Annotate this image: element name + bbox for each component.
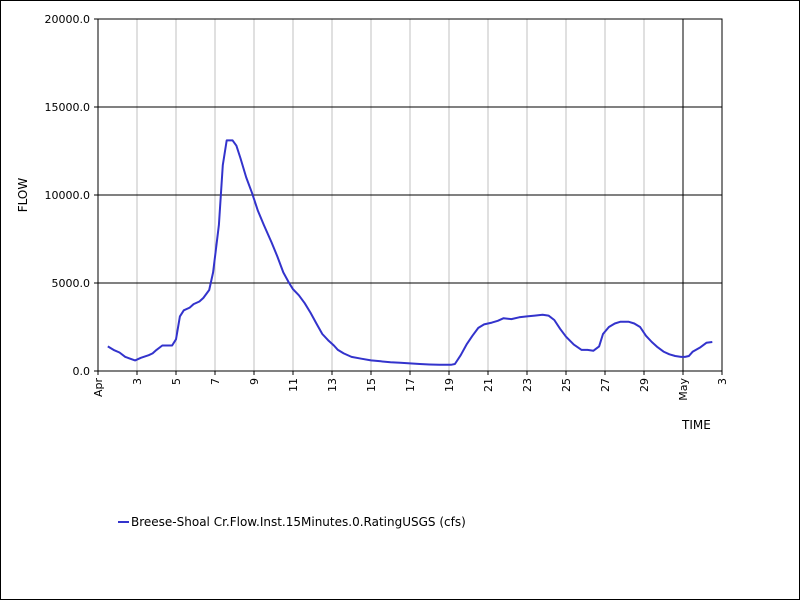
x-tick-label: 27 bbox=[599, 378, 612, 392]
x-tick-label: Apr bbox=[92, 378, 105, 398]
y-tick-label: 0.0 bbox=[73, 365, 91, 378]
x-tick-label: 5 bbox=[170, 378, 183, 385]
y-tick-label: 5000.0 bbox=[52, 277, 91, 290]
x-tick-label: 15 bbox=[365, 378, 378, 392]
x-tick-label: 9 bbox=[248, 378, 261, 385]
y-tick-label: 20000.0 bbox=[45, 13, 91, 26]
x-tick-label: 13 bbox=[326, 378, 339, 392]
x-tick-label: 3 bbox=[716, 378, 729, 385]
x-axis-ticks: Apr 3 5 7 9 11 13 15 17 19 21 23 25 27 29 May 3 bbox=[92, 371, 729, 401]
x-tick-label: 23 bbox=[521, 378, 534, 392]
x-axis-title: TIME bbox=[681, 418, 711, 432]
series-layer bbox=[107, 139, 713, 366]
grid-layer bbox=[98, 19, 722, 371]
y-axis-title: FLOW bbox=[16, 178, 30, 213]
legend-label: Breese-Shoal Cr.Flow.Inst.15Minutes.0.Ra… bbox=[131, 515, 466, 529]
y-tick-label: 10000.0 bbox=[45, 189, 91, 202]
x-tick-label: 3 bbox=[131, 378, 144, 385]
y-tick-label: 15000.0 bbox=[45, 101, 91, 114]
x-tick-label: 7 bbox=[209, 378, 222, 385]
legend: Breese-Shoal Cr.Flow.Inst.15Minutes.0.Ra… bbox=[118, 515, 466, 529]
x-tick-label: 17 bbox=[404, 378, 417, 392]
x-tick-label: 21 bbox=[482, 378, 495, 392]
x-tick-label: 25 bbox=[560, 378, 573, 392]
y-axis-ticks: 0.0 5000.0 10000.0 15000.0 20000.0 bbox=[45, 13, 98, 378]
x-tick-label: 29 bbox=[638, 378, 651, 392]
x-tick-label: 11 bbox=[287, 378, 300, 392]
x-tick-label: 19 bbox=[443, 378, 456, 392]
x-tick-label: May bbox=[677, 378, 690, 401]
series-line-0 bbox=[107, 139, 713, 366]
